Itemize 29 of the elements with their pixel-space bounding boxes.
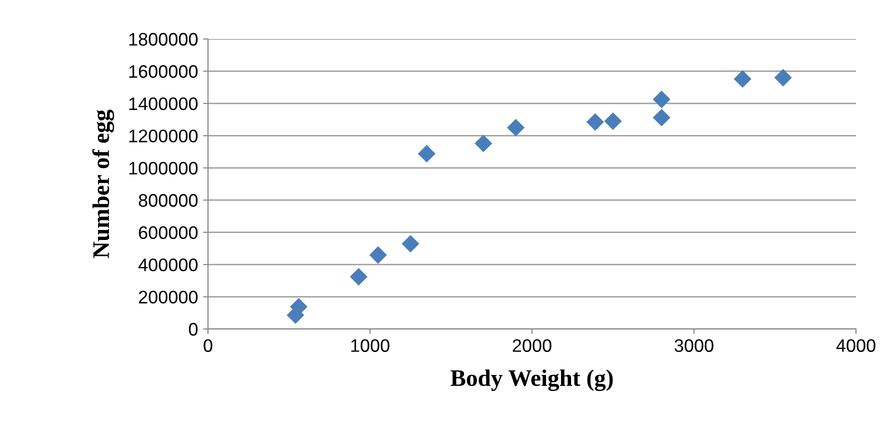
point	[507, 118, 525, 136]
x-tick-label: 3000	[674, 339, 714, 352]
x-tick-label: 0	[204, 339, 212, 352]
point	[652, 108, 670, 126]
x-axis-title: Body Weight (g)	[450, 369, 613, 392]
point	[652, 90, 670, 108]
y-tick-label: 1000000	[129, 162, 198, 175]
point	[474, 134, 492, 152]
y-tick-label: 200000	[138, 290, 198, 304]
point	[774, 68, 792, 86]
point	[734, 70, 752, 88]
y-tick-label: 1800000	[129, 32, 198, 46]
y-tick-label: 1200000	[129, 130, 198, 142]
x-tick-label: 2000	[512, 339, 552, 352]
y-tick-label: 1600000	[129, 65, 198, 78]
point	[369, 246, 387, 264]
y-tick-label: 400000	[138, 258, 198, 272]
point	[604, 112, 622, 130]
x-tick-label: 1000	[351, 339, 390, 352]
point	[350, 268, 368, 286]
y-tick-label: 0	[188, 322, 198, 336]
x-tick-label: 4000	[836, 339, 876, 352]
y-tick-label: 600000	[138, 226, 198, 240]
point	[586, 113, 604, 131]
y-tick-label: 1400000	[129, 97, 198, 110]
y-tick-label: 800000	[138, 194, 198, 207]
y-axis-title: Number of egg	[92, 110, 114, 258]
point	[402, 234, 420, 253]
point	[418, 144, 436, 162]
